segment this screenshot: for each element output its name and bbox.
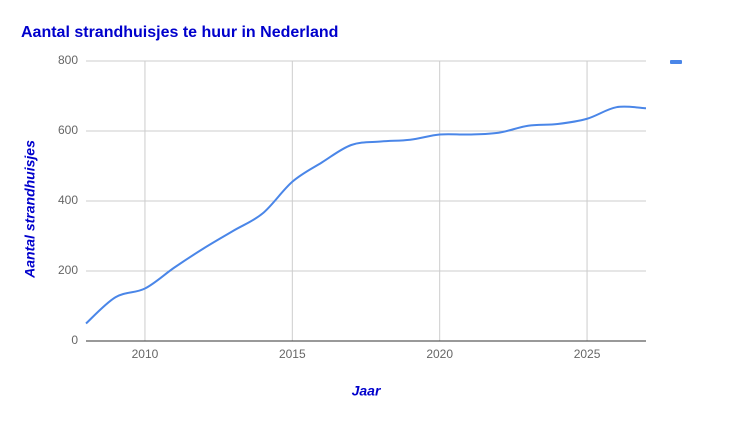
x-tick-label: 2010: [132, 347, 159, 361]
line: [85, 105, 647, 325]
x-tick-label: 2015: [279, 347, 306, 361]
x-axis-title: Jaar: [352, 383, 382, 399]
y-tick-label: 200: [58, 263, 78, 277]
y-tick-label: 600: [58, 123, 78, 137]
legend-swatch: [670, 60, 682, 64]
y-tick-label: 400: [58, 193, 78, 207]
x-tick-label: 2020: [426, 347, 453, 361]
chart-title: Aantal strandhuisjes te huur in Nederlan…: [21, 24, 338, 41]
y-axis-title: Aantal strandhuisjes: [22, 140, 38, 279]
y-tick-label: 0: [71, 333, 78, 347]
x-tick-label: 2025: [574, 347, 601, 361]
y-tick-label: 800: [58, 53, 78, 67]
